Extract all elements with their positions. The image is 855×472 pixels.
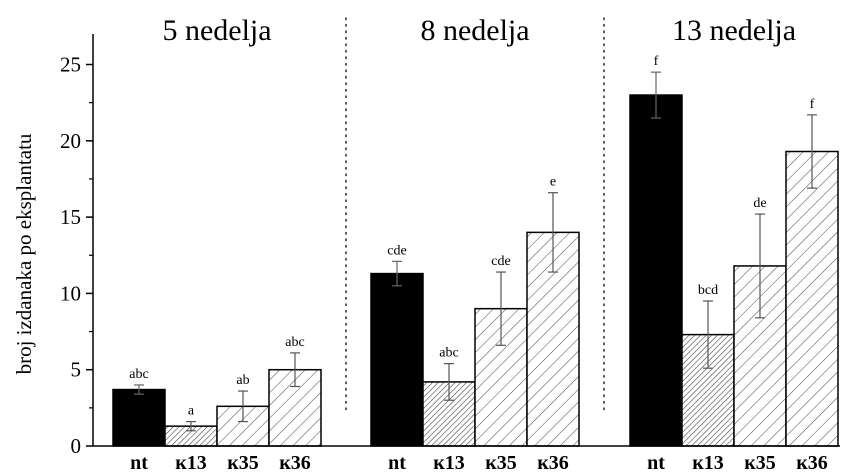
group-title: 13 nedelja: [672, 14, 796, 47]
significance-label: abc: [129, 367, 148, 382]
bar: [629, 94, 683, 447]
category-label: к13: [175, 452, 207, 472]
y-tick-label: 5: [71, 358, 82, 382]
category-labels: nt к13 к35 к36 nt к13 к35 к36 nt к13 к35 к36: [130, 452, 828, 472]
y-tick-label: 10: [60, 281, 81, 305]
y-tick-label: 0: [71, 434, 82, 458]
significance-label: de: [753, 196, 766, 211]
significance-label: abc: [439, 346, 458, 361]
bar: [370, 272, 424, 447]
category-label: к13: [433, 452, 465, 472]
bar: [785, 150, 839, 447]
significance-label: abc: [285, 335, 304, 350]
group-separators: [345, 17, 605, 411]
category-label: nt: [130, 452, 148, 472]
y-axis-title: broj izdanaka po eksplantatu: [12, 133, 36, 374]
category-label: к35: [744, 452, 776, 472]
significance-labels: abc a ab abc cde abc cde e f bcd de f: [129, 54, 814, 418]
y-tick-label: 20: [60, 129, 81, 153]
group-title: 8 nedelja: [420, 14, 529, 47]
group-title: 5 nedelja: [162, 14, 271, 47]
significance-label: f: [810, 97, 815, 112]
y-axis-ticks: 0 5 10 15 20 25: [60, 53, 93, 458]
bar: [112, 388, 166, 447]
group-titles: 5 nedelja 8 nedelja 13 nedelja: [162, 14, 796, 47]
significance-label: bcd: [698, 283, 718, 298]
category-label: к36: [796, 452, 828, 472]
significance-label: e: [550, 175, 556, 190]
significance-label: f: [654, 54, 659, 69]
category-label: nt: [388, 452, 406, 472]
category-label: к36: [279, 452, 311, 472]
category-label: к36: [537, 452, 569, 472]
bar-marks: [112, 94, 839, 447]
category-label: к35: [227, 452, 259, 472]
significance-label: ab: [236, 373, 249, 388]
significance-label: a: [188, 404, 195, 419]
category-label: к35: [485, 452, 517, 472]
y-tick-label: 25: [60, 53, 81, 77]
y-tick-label: 15: [60, 205, 81, 229]
significance-label: cde: [491, 254, 510, 269]
category-label: к13: [692, 452, 724, 472]
category-label: nt: [647, 452, 665, 472]
significance-label: cde: [387, 243, 406, 258]
error-bars: [134, 71, 817, 432]
